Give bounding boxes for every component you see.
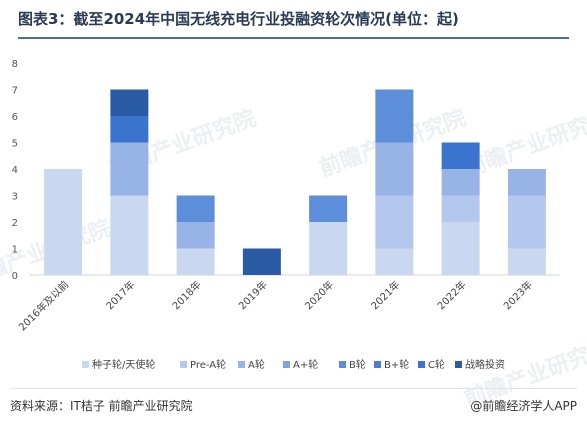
legend-swatch [455,361,462,368]
y-tick-label: 4 [12,165,18,176]
footer-divider [10,388,577,389]
legend-label: B+轮 [384,358,409,371]
bar-segment [309,195,348,222]
y-tick-label: 1 [12,245,18,256]
bar-segment [176,195,215,222]
x-tick-label: 2016年及以前 [16,278,71,333]
y-tick-label: 7 [12,86,18,97]
bar-segment [441,142,480,169]
bar-segment [110,89,149,116]
x-tick-label: 2022年 [434,278,468,312]
x-tick-label: 2017年 [103,278,137,312]
legend-label: 战略投资 [465,358,505,371]
bar-segment [176,248,215,275]
y-tick-label: 0 [12,271,18,282]
x-tick-label: 2019年 [236,278,270,312]
legend-swatch [283,361,290,368]
x-tick-label: 2021年 [368,278,402,312]
legend-swatch [238,361,245,368]
bar-segment [110,116,149,143]
y-tick-label: 5 [12,139,18,150]
legend-swatch [82,361,89,368]
bar-segment [375,248,414,275]
bar-segment [507,169,546,196]
bar-segment [507,248,546,275]
legend-label: A轮 [248,358,265,371]
legend-swatch [180,361,187,368]
bar-segment [507,195,546,249]
legend-label: Pre-A轮 [190,358,226,371]
legend-label: 种子轮/天使轮 [92,358,155,371]
bar-segment [375,142,414,196]
legend: 种子轮/天使轮 Pre-A轮 A轮 A+轮 B轮 B+轮 C轮 战略投资 [82,358,505,371]
y-axis: 0 1 2 3 4 5 6 7 8 [12,59,18,282]
bar-segment [441,222,480,275]
x-tick-label: 2018年 [169,278,203,312]
bar-segment [441,195,480,222]
x-tick-label: 2020年 [302,278,336,312]
legend-label: A+轮 [293,358,318,371]
y-tick-label: 2 [12,218,18,229]
bar-segment [441,169,480,196]
bar-segment [375,89,414,143]
legend-swatch [339,361,346,368]
x-axis: 2016年及以前 2017年 2018年 2019年 2020年 2021年 2022年 20… [16,274,560,333]
legend-swatch [374,361,381,368]
bar-segment [309,222,348,275]
legend-label: B轮 [349,358,366,371]
credit-note: @前瞻经济学人APP [470,399,577,413]
bar-segment [110,195,149,275]
y-tick-label: 3 [12,192,18,203]
chart-title: 图表3：截至2024年中国无线充电行业投融资轮次情况(单位：起) [18,10,459,28]
legend-label: C轮 [428,358,445,371]
y-tick-label: 8 [12,59,18,70]
title-divider [18,37,569,39]
bar-layer [44,89,546,275]
y-tick-label: 6 [12,112,18,123]
legend-swatch [418,361,425,368]
x-tick-label: 2023年 [501,278,535,312]
bar-segment [176,222,215,249]
bar-segment [242,248,281,275]
bar-segment [44,169,83,275]
bar-segment [375,195,414,249]
bar-segment [110,142,149,196]
source-note: 资料来源：IT桔子 前瞻产业研究院 [10,399,193,413]
